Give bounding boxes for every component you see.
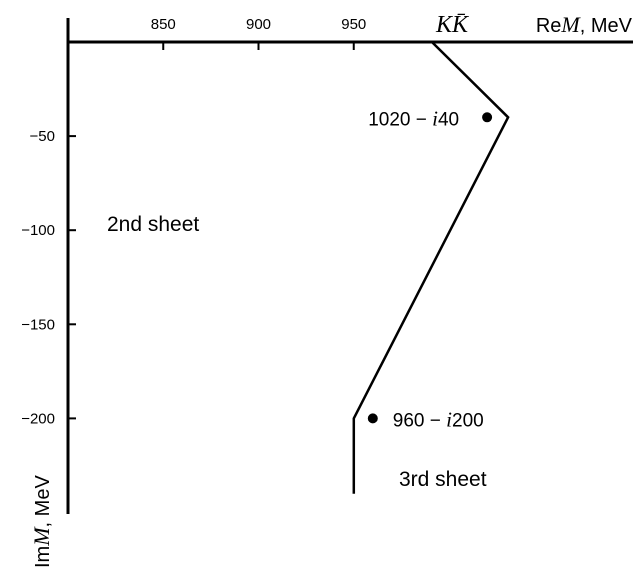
- pole-label: 1020 − i40: [368, 106, 459, 130]
- pole-points: 1020 − i40 960 − i200: [367, 106, 493, 431]
- y-tick-label: −100: [21, 222, 55, 239]
- threshold-label: KK̄: [435, 12, 470, 38]
- y-tick-label: −150: [21, 316, 55, 333]
- x-ticks: 850 900 950: [151, 16, 366, 50]
- x-tick-label: 850: [151, 16, 176, 33]
- y-ticks: −50 −100 −150 −200: [21, 128, 76, 427]
- x-tick-label: 900: [246, 16, 271, 33]
- sheet-boundary-line: [352, 41, 510, 494]
- y-tick-label: −200: [21, 410, 55, 427]
- region-label-2nd-sheet: 2nd sheet: [107, 213, 199, 236]
- x-axis-title: ReM, MeV: [536, 12, 633, 37]
- pole-point: [482, 112, 493, 123]
- y-tick-label: −50: [30, 128, 55, 145]
- region-label-3rd-sheet: 3rd sheet: [399, 468, 487, 491]
- y-axis-title: ImM, MeV: [29, 475, 54, 568]
- pole-point: [367, 413, 378, 424]
- pole-label: 960 − i200: [393, 407, 484, 431]
- x-tick-label: 950: [341, 16, 366, 33]
